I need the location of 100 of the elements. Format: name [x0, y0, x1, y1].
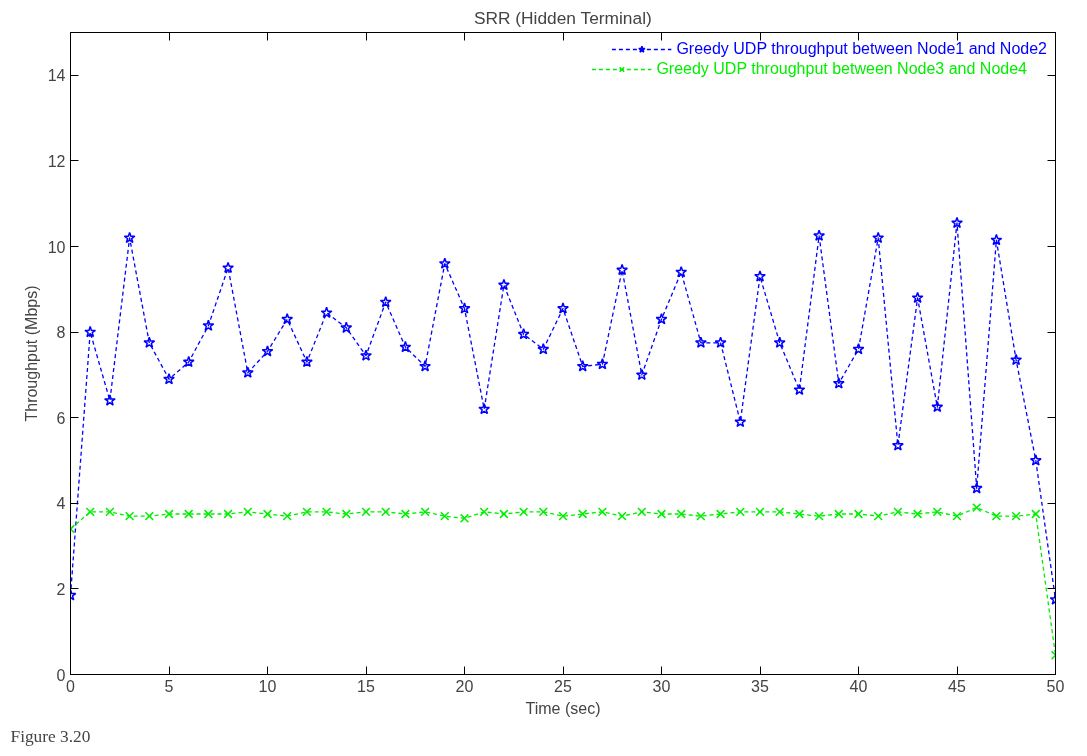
point: [184, 509, 194, 519]
x-tick-label: 15: [357, 677, 375, 695]
point: [518, 507, 529, 517]
chart-title: SRR (Hidden Terminal): [473, 7, 652, 28]
y-axis-title: Throughput (Mbps): [22, 285, 40, 422]
point: [775, 507, 785, 517]
point: [400, 509, 411, 519]
point: [223, 509, 233, 519]
x-axis-title: Time (sec): [525, 699, 601, 717]
point: [852, 342, 865, 355]
point: [241, 366, 254, 378]
point: [755, 507, 765, 517]
point: [616, 263, 629, 276]
y-tick-label: 0: [56, 666, 66, 684]
point: [557, 302, 569, 314]
point: [655, 313, 668, 325]
point: [1011, 511, 1021, 521]
x-tick-label: 35: [751, 677, 769, 695]
point: [124, 511, 135, 521]
point: [951, 216, 963, 229]
x-tick-label: 10: [258, 677, 277, 695]
point: [300, 355, 313, 368]
point: [202, 319, 215, 331]
point: [538, 507, 548, 517]
point: [912, 509, 923, 519]
point: [340, 321, 353, 334]
point: [872, 231, 885, 244]
x-tick-label: 50: [1046, 677, 1065, 695]
y-tick-label: 2: [56, 580, 66, 598]
point: [105, 507, 115, 517]
point: [84, 325, 97, 338]
point: [675, 265, 688, 278]
point: [597, 507, 608, 517]
point: [715, 509, 726, 519]
point: [144, 511, 154, 521]
x-tick-label: 20: [455, 677, 474, 695]
point: [578, 509, 588, 519]
point: [261, 345, 274, 357]
x-tick-label: 40: [849, 677, 868, 695]
point: [558, 511, 568, 521]
point: [932, 507, 942, 517]
point: [734, 415, 747, 428]
point: [243, 507, 253, 517]
point: [873, 511, 883, 521]
point: [103, 394, 116, 406]
point: [420, 507, 430, 517]
y-tick-label: 10: [47, 238, 66, 256]
y-tick-label: 6: [56, 409, 66, 427]
point: [320, 306, 333, 319]
point: [517, 327, 530, 340]
point: [341, 509, 351, 519]
point: [617, 511, 627, 521]
point: [85, 507, 95, 517]
point: [794, 509, 805, 519]
point: [990, 233, 1003, 246]
point: [931, 400, 944, 413]
point: [479, 507, 489, 517]
point: [164, 509, 174, 519]
x-tick-label: 45: [948, 677, 966, 695]
x-tick-label: 25: [554, 677, 572, 695]
point: [793, 383, 806, 396]
legend-label: Greedy UDP throughput between Node1 and Node2: [676, 40, 1047, 58]
point: [440, 511, 450, 521]
legend-label: Greedy UDP throughput between Node3 and Node4: [656, 60, 1027, 78]
point: [182, 355, 195, 368]
point: [694, 336, 707, 348]
point: [458, 302, 471, 314]
point: [714, 336, 727, 348]
point: [1010, 353, 1023, 366]
point: [537, 342, 550, 355]
point: [754, 270, 766, 282]
point: [222, 261, 235, 274]
point: [143, 336, 156, 348]
caption: Figure 3.20: [10, 726, 91, 746]
point: [262, 509, 273, 519]
point: [596, 357, 609, 370]
x-tick-label: 30: [652, 677, 671, 695]
point: [459, 513, 470, 523]
point: [814, 511, 824, 521]
point: [676, 509, 686, 519]
point: [163, 372, 175, 385]
point: [1029, 454, 1042, 466]
point: [282, 511, 292, 521]
point: [656, 509, 667, 519]
point: [361, 507, 371, 517]
point: [952, 511, 962, 521]
point: [972, 502, 982, 513]
point: [637, 507, 647, 517]
point: [438, 257, 451, 269]
point: [773, 336, 786, 348]
point: [696, 511, 706, 521]
point: [399, 340, 412, 353]
point: [891, 439, 904, 451]
point: [813, 229, 826, 241]
point: [911, 291, 924, 304]
point: [832, 377, 845, 389]
point: [991, 511, 1002, 521]
point: [321, 507, 332, 517]
point: [203, 509, 214, 519]
point: [853, 509, 864, 519]
